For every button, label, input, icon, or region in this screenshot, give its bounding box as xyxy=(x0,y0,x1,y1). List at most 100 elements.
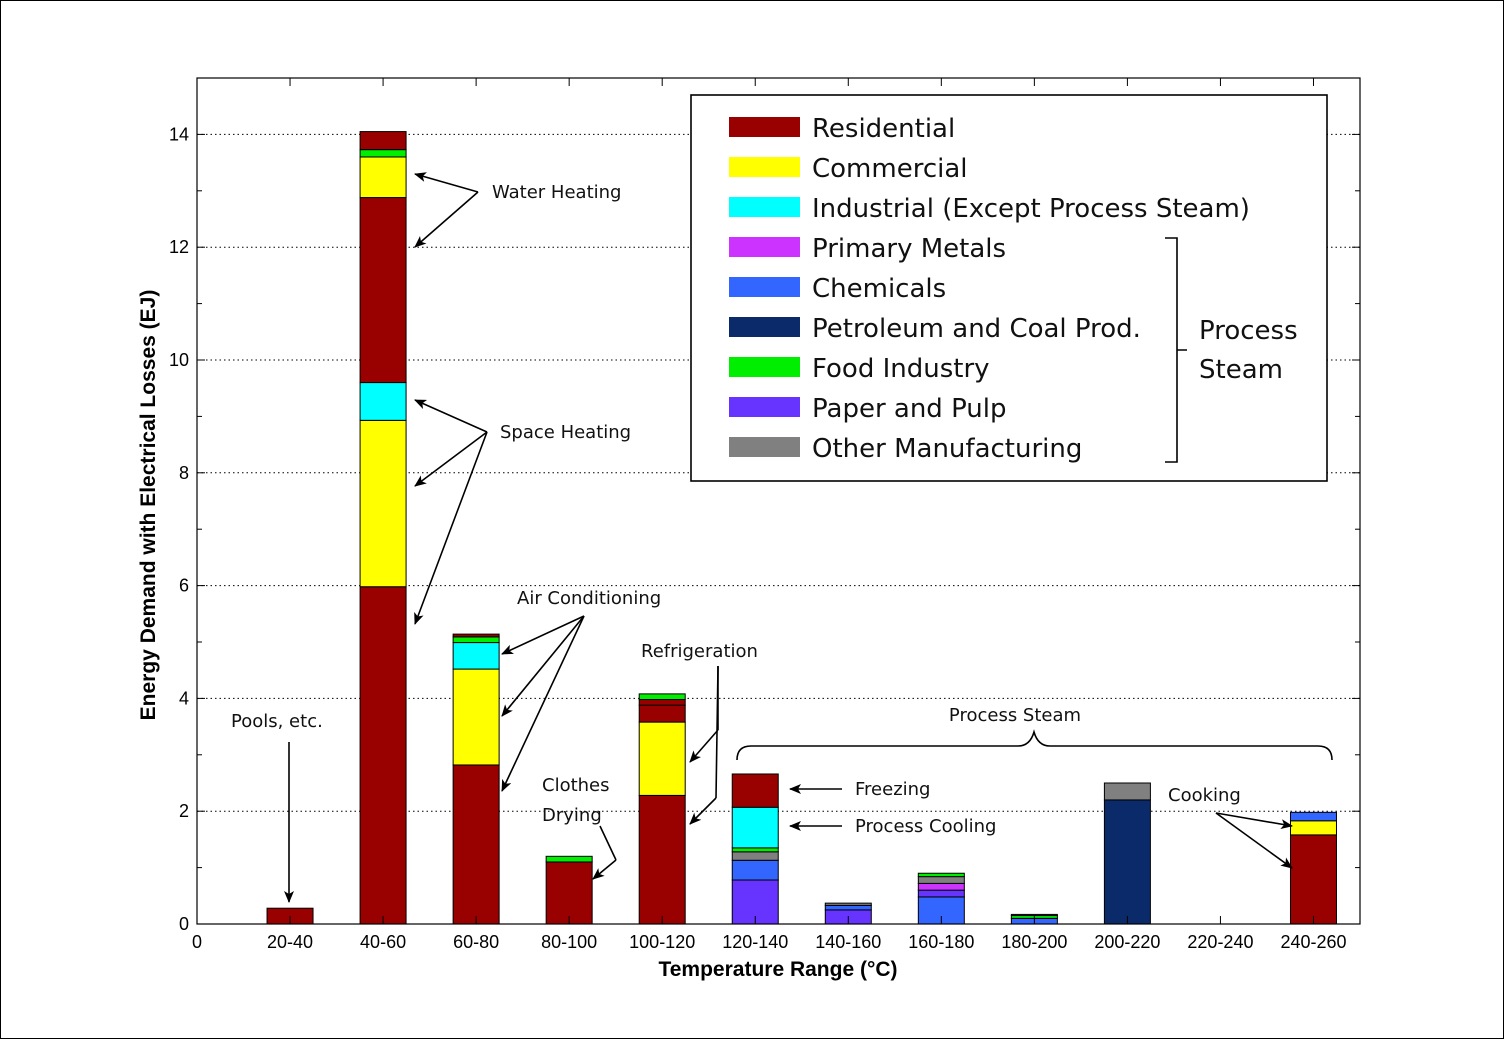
process-steam-brace xyxy=(736,729,1333,761)
legend-swatch-2 xyxy=(729,197,800,217)
bar-segment-100-120-1 xyxy=(638,721,686,796)
annotation-water-heating: Water Heating xyxy=(492,182,621,203)
bar-segment-240-260-1 xyxy=(1289,820,1337,836)
bar-segment-240-260-2 xyxy=(1289,811,1337,822)
x-tick-label-120-140: 120-140 xyxy=(722,932,788,952)
annotation-refrigeration: Refrigeration xyxy=(641,641,758,662)
y-tick-label-2: 2 xyxy=(179,801,189,821)
arrow-refrigeration-1 xyxy=(689,729,719,763)
arrow-cooking-2 xyxy=(1215,812,1293,869)
bar-120-140 xyxy=(731,773,779,925)
bar-40-60 xyxy=(359,131,407,925)
x-tick-label-60-80: 60-80 xyxy=(453,932,499,952)
bar-segment-100-120-2 xyxy=(638,704,686,723)
legend-swatch-7 xyxy=(729,397,800,417)
bar-segment-120-140-3 xyxy=(731,847,779,853)
legend-swatch-5 xyxy=(729,317,800,337)
legend-swatch-8 xyxy=(729,437,800,457)
bar-segment-60-80-1 xyxy=(452,668,500,766)
bar-segment-40-60-4 xyxy=(359,156,407,199)
x-tick-label-240-260: 240-260 xyxy=(1280,932,1346,952)
bar-segment-160-180-1 xyxy=(917,889,965,898)
bar-80-100 xyxy=(545,855,593,925)
axes: 0 2 4 6 8 10 12 14 0 20-40 40-60 60-80 80-100 100-120… xyxy=(169,77,1360,952)
bar-60-80 xyxy=(452,633,500,925)
annotation-air-conditioning: Air Conditioning xyxy=(517,588,661,609)
bar-segment-40-60-3 xyxy=(359,197,407,384)
bar-240-260 xyxy=(1289,811,1337,925)
bar-segment-140-160-1 xyxy=(824,904,872,911)
annotation-process-cooling: Process Cooling xyxy=(855,816,996,837)
arrow-space-heating-2 xyxy=(414,431,488,487)
legend-swatch-0 xyxy=(729,117,800,137)
arrow-air-conditioning-1 xyxy=(501,615,585,655)
legend-label-4: Chemicals xyxy=(812,274,946,304)
y-tick-label-10: 10 xyxy=(169,350,189,370)
bar-segment-40-60-2 xyxy=(359,382,407,421)
bar-segment-40-60-5 xyxy=(359,149,407,158)
x-tick-label-80-100: 80-100 xyxy=(541,932,597,952)
annotation-drying: Drying xyxy=(542,805,602,826)
legend-label-2: Industrial (Except Process Steam) xyxy=(812,194,1250,224)
x-tick-label-140-160: 140-160 xyxy=(815,932,881,952)
bar-segment-120-140-5 xyxy=(731,773,779,808)
bar-segment-180-200-2 xyxy=(1010,913,1058,917)
bar-segment-120-140-2 xyxy=(731,851,779,861)
legend-label-6: Food Industry xyxy=(812,354,990,384)
bar-segment-200-220-0 xyxy=(1103,799,1151,925)
legend-swatch-3 xyxy=(729,237,800,257)
legend-label-3: Primary Metals xyxy=(812,234,1006,264)
x-tick-label-220-240: 220-240 xyxy=(1187,932,1253,952)
legend-swatch-1 xyxy=(729,157,800,177)
y-tick-label-8: 8 xyxy=(179,463,189,483)
arrow-refrigeration-2 xyxy=(689,797,717,825)
arrow-space-heating-3 xyxy=(414,431,488,625)
x-tick-label-40-60: 40-60 xyxy=(360,932,406,952)
x-tick-label-180-200: 180-200 xyxy=(1001,932,1067,952)
bar-segment-40-60-6 xyxy=(359,131,407,151)
bar-segment-80-100-0 xyxy=(545,861,593,925)
legend-entries: Residential Commercial Industrial (Except … xyxy=(729,114,1250,464)
legend-swatch-6 xyxy=(729,357,800,377)
y-tick-label-4: 4 xyxy=(179,688,189,708)
bar-segment-100-120-3 xyxy=(638,699,686,706)
plot-area-border xyxy=(196,77,1361,925)
arrow-cooking-1 xyxy=(1215,812,1293,830)
arrow-clothes-drying-stem xyxy=(599,825,617,861)
x-tick-label-20-40: 20-40 xyxy=(267,932,313,952)
legend-label-5: Petroleum and Coal Prod. xyxy=(812,314,1141,344)
annotation-clothes: Clothes xyxy=(542,775,610,796)
bar-segment-200-220-1 xyxy=(1103,782,1151,801)
bar-segment-40-60-1 xyxy=(359,419,407,588)
bar-segment-60-80-3 xyxy=(452,636,500,644)
bar-segment-100-120-0 xyxy=(638,794,686,925)
annotation-freezing: Freezing xyxy=(855,779,930,800)
legend-process-steam-brace xyxy=(1165,237,1187,463)
legend-label-0: Residential xyxy=(812,114,955,144)
arrow-air-conditioning-2 xyxy=(501,615,585,717)
arrow-refrigeration-stem-2 xyxy=(715,665,719,799)
annotation-pools: Pools, etc. xyxy=(231,711,323,732)
legend-label-8: Other Manufacturing xyxy=(812,434,1082,464)
y-tick-label-14: 14 xyxy=(169,124,189,144)
bar-segment-120-140-1 xyxy=(731,859,779,881)
bar-segment-60-80-0 xyxy=(452,764,500,925)
bar-200-220 xyxy=(1103,782,1151,925)
y-tick-label-0: 0 xyxy=(179,914,189,934)
bar-segment-80-100-1 xyxy=(545,855,593,863)
annotation-space-heating: Space Heating xyxy=(500,422,631,443)
x-axis-title: Temperature Range (°C) xyxy=(658,958,897,981)
legend-group-label-line2: Steam xyxy=(1199,355,1283,385)
bar-segment-60-80-4 xyxy=(452,633,500,638)
legend: Residential Commercial Industrial (Except … xyxy=(690,94,1328,482)
annotations: Water Heating Space Heating Air Conditio… xyxy=(231,172,1333,903)
arrow-water-heating-1 xyxy=(414,172,479,193)
y-tick-label-12: 12 xyxy=(169,237,189,257)
x-tick-label-100-120: 100-120 xyxy=(629,932,695,952)
bar-100-120 xyxy=(638,693,686,925)
bar-segment-160-180-3 xyxy=(917,876,965,884)
bar-segment-160-180-4 xyxy=(917,872,965,878)
arrow-water-heating-2 xyxy=(414,191,479,248)
bar-segment-40-60-0 xyxy=(359,586,407,925)
